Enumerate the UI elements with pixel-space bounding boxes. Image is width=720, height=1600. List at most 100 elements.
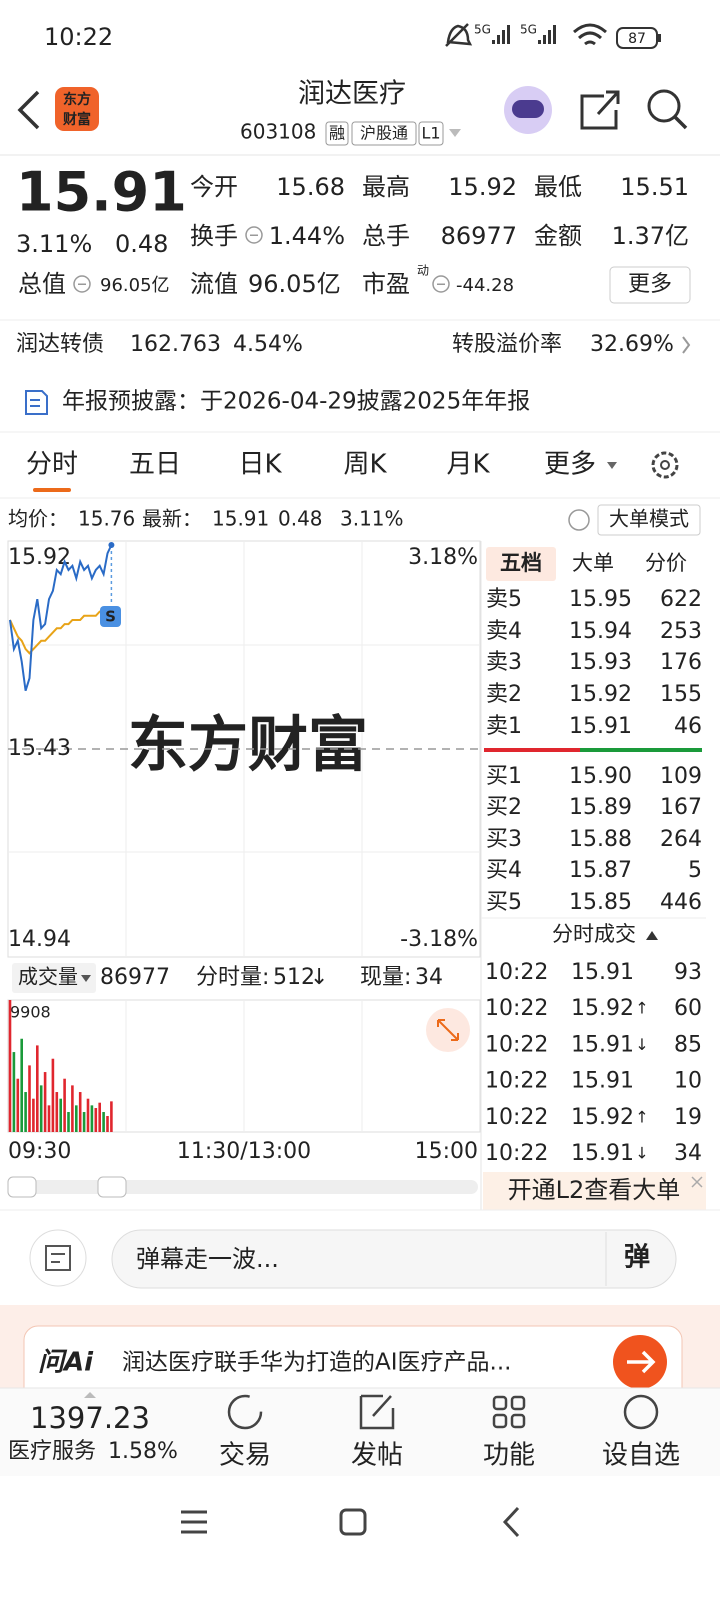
back-button[interactable] [17, 90, 40, 130]
volume-bar [43, 1072, 47, 1132]
book-tab[interactable]: 分价 [645, 551, 687, 575]
scroll-handle[interactable] [7, 1176, 37, 1198]
signal-bar [553, 25, 556, 44]
index-value[interactable]: 1397.23 [30, 1401, 150, 1435]
mode-label[interactable]: 大单模式 [609, 507, 689, 531]
settings-core [660, 460, 670, 470]
trade-volume: 34 [674, 1141, 702, 1166]
average-line [9, 610, 112, 655]
chart-tab[interactable]: 五日 [129, 450, 181, 480]
field-label: 今开 [190, 173, 238, 201]
book-tab[interactable]: 五档 [500, 551, 542, 575]
volume-bar [86, 1098, 90, 1132]
chart-tab[interactable]: 分时 [26, 450, 78, 480]
trade-price: 15.92 [571, 996, 634, 1021]
volume-label[interactable]: 成交量 [18, 965, 78, 989]
chart-tab[interactable]: 日K [238, 450, 282, 480]
last-label: 最新： [142, 507, 202, 531]
battery-level: 87 [628, 31, 646, 47]
expand-icon [437, 1019, 459, 1041]
book-price: 15.89 [569, 795, 632, 820]
trade-volume: 85 [674, 1032, 702, 1057]
index-name[interactable]: 医疗服务 [8, 1439, 96, 1464]
ai-text[interactable]: 润达医疗联手华为打造的AI医疗产品... [122, 1350, 511, 1376]
last-change-pct: 3.11% [340, 507, 404, 531]
more-button[interactable] [609, 266, 691, 304]
nav-item[interactable]: 交易 [219, 1441, 271, 1471]
book-price: 15.87 [569, 858, 632, 883]
battery-outline [616, 27, 658, 49]
book-volume: 46 [674, 714, 702, 739]
trade-price: 15.91 [571, 1032, 634, 1057]
volume-selector[interactable] [12, 963, 96, 993]
bell-muted-icon [445, 23, 473, 47]
home-button[interactable] [339, 1508, 367, 1536]
book-tab[interactable]: 大单 [572, 551, 614, 575]
volume-bar [8, 1000, 12, 1132]
book-price: 15.85 [569, 890, 632, 915]
volume-bar [28, 1065, 31, 1132]
change-pct: 3.11% [16, 230, 92, 258]
chart-tab[interactable]: 更多 [544, 450, 596, 480]
trade-time: 10:22 [485, 1069, 548, 1094]
field-value: 15.92 [448, 173, 517, 201]
volume-bar [71, 1085, 74, 1132]
book-split-green [580, 748, 702, 752]
volume-bar [67, 1112, 70, 1132]
nav-item[interactable]: 功能 [483, 1441, 535, 1471]
l2-text[interactable]: 开通L2查看大单 [508, 1176, 681, 1204]
book-price: 15.92 [569, 682, 632, 707]
volume-bar [39, 1085, 43, 1132]
volume-bar [36, 1045, 39, 1132]
book-volume: 155 [660, 682, 702, 707]
book-price: 15.91 [569, 714, 632, 739]
info-dots [78, 283, 86, 285]
tab-underline [33, 488, 71, 492]
scroll-handle[interactable] [97, 1176, 127, 1198]
comment-input[interactable] [111, 1229, 677, 1289]
notice-icon [25, 390, 48, 415]
book-label: 卖5 [486, 587, 522, 612]
avg-value: 15.76 [78, 507, 135, 531]
danmu-button[interactable]: 弹 [624, 1243, 650, 1273]
chart-tab[interactable]: 周K [343, 450, 387, 480]
index-up-marker [84, 1392, 96, 1398]
info-icon [73, 275, 91, 293]
signal-label: 5G [474, 23, 491, 37]
bond-pct: 4.54% [233, 332, 303, 357]
l2-close[interactable] [691, 1176, 703, 1188]
back-nav-button[interactable] [502, 1506, 520, 1538]
volume-bar [24, 1092, 27, 1132]
book-volume: 264 [660, 827, 702, 852]
field-value: 15.51 [620, 173, 689, 201]
l2-banner[interactable] [483, 1172, 706, 1210]
nav-item[interactable]: 发帖 [351, 1441, 403, 1471]
volume-bar [98, 1102, 101, 1132]
mode-button[interactable] [597, 504, 701, 536]
function-icon [492, 1413, 508, 1429]
book-label: 卖1 [486, 714, 522, 739]
trades-title[interactable]: 分时成交 [552, 922, 636, 946]
field-label: 市盈 [362, 270, 410, 298]
post-icon [359, 1394, 395, 1430]
trade-price: 15.92 [571, 1105, 634, 1130]
nav-item[interactable]: 设自选 [602, 1441, 680, 1471]
signal-bar [543, 35, 546, 44]
field-label: 流值 [190, 270, 238, 298]
chart-tab[interactable]: 月K [446, 450, 490, 480]
trade-time: 10:22 [485, 1141, 548, 1166]
bond-name: 润达转债 [16, 332, 104, 357]
signal-label: 5G [520, 23, 537, 37]
watchlist-icon [623, 1394, 659, 1430]
share-button[interactable] [580, 90, 620, 130]
book-label: 买2 [486, 795, 522, 820]
signal-badge [100, 606, 121, 627]
settings-button[interactable] [651, 451, 679, 479]
notice-text[interactable]: 年报预披露：于2026-04-29披露2025年年报 [62, 389, 530, 415]
volume-bar [20, 1038, 23, 1132]
search-button[interactable] [647, 89, 681, 123]
danmu-settings-button[interactable] [29, 1229, 87, 1287]
volume-bar [55, 1092, 59, 1132]
comment-placeholder[interactable]: 弹幕走一波... [136, 1245, 279, 1273]
more-label[interactable]: 更多 [628, 272, 672, 297]
